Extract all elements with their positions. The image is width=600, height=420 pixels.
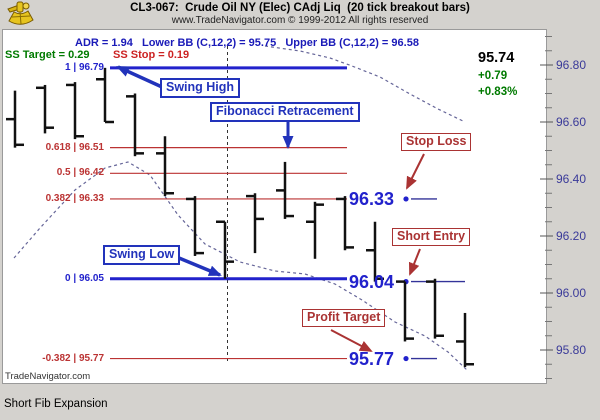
fib-level-label: 0 | 96.05 bbox=[65, 272, 104, 284]
axis-tick-label: 95.80 bbox=[556, 343, 587, 357]
annotation-box: Stop Loss bbox=[401, 133, 472, 151]
annotation-box: Profit Target bbox=[302, 309, 386, 327]
price-callout: 96.33 bbox=[349, 188, 395, 209]
tradenavigator-logo-icon bbox=[7, 1, 34, 25]
chart-title: CL3-067: Crude Oil NY (Elec) CAdj Liq (2… bbox=[130, 2, 470, 14]
title-bar: CL3-067: Crude Oil NY (Elec) CAdj Liq (2… bbox=[0, 0, 600, 29]
fib-level-label: 0.618 | 96.51 bbox=[45, 141, 104, 153]
fib-level-label: 1 | 96.79 bbox=[65, 61, 104, 73]
price-change-percent: +0.83% bbox=[478, 86, 518, 98]
quote-panel: 95.74 +0.79 +0.83% bbox=[478, 50, 517, 98]
copyright-line: www.TradeNavigator.com © 1999-2012 All r… bbox=[171, 15, 429, 26]
watermark-label: TradeNavigator.com bbox=[5, 371, 91, 382]
price-callout: 95.77 bbox=[349, 348, 395, 369]
annotation-box: Swing High bbox=[160, 78, 241, 98]
annotation-box: Short Entry bbox=[392, 228, 471, 246]
indicator-readout: ADR = 1.94 Lower BB (C,12,2) = 95.75 Upp… bbox=[75, 37, 419, 49]
template-name-label: Short Fib Expansion bbox=[4, 398, 108, 410]
ss-stop-readout: SS Stop = 0.19 bbox=[113, 49, 190, 61]
axis-tick-label: 96.60 bbox=[556, 115, 587, 129]
axis-tick-label: 96.00 bbox=[556, 286, 587, 300]
axis-tick-label: 96.40 bbox=[556, 172, 587, 186]
chart-plot-area bbox=[2, 29, 547, 384]
price-change: +0.79 bbox=[478, 70, 508, 82]
last-price: 95.74 bbox=[478, 50, 515, 66]
ss-target-readout: SS Target = 0.29 bbox=[5, 49, 90, 61]
annotation-box: Fibonacci Retracement bbox=[210, 102, 360, 122]
fib-level-label: 0.382 | 96.33 bbox=[45, 192, 104, 204]
annotation-box: Swing Low bbox=[103, 245, 181, 265]
fib-level-label: 0.5 | 96.42 bbox=[56, 167, 104, 179]
price-callout: 96.04 bbox=[349, 271, 395, 292]
axis-tick-label: 96.80 bbox=[556, 58, 587, 72]
fib-level-label: -0.382 | 95.77 bbox=[42, 352, 104, 364]
axis-tick-label: 96.20 bbox=[556, 229, 587, 243]
